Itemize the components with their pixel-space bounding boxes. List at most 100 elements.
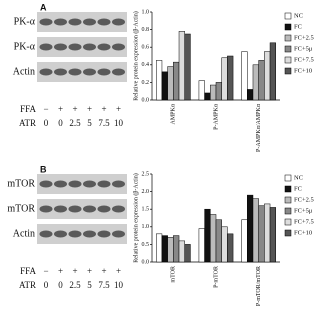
blot-band [112, 205, 125, 213]
bar [221, 226, 228, 263]
blot-band [83, 18, 96, 26]
blot-band [39, 18, 53, 26]
ffa-sign: + [87, 266, 92, 276]
bar [215, 219, 222, 263]
bar [258, 205, 265, 263]
bar [269, 42, 276, 101]
bar [184, 244, 191, 263]
bar [227, 55, 234, 101]
bar [241, 51, 248, 101]
bar [227, 233, 234, 263]
ffa-sign: + [58, 266, 63, 276]
ffa-sign: + [58, 104, 63, 114]
bar [269, 207, 276, 263]
legend-swatch [284, 12, 292, 20]
legend-swatch [284, 207, 292, 215]
atr-dose: 2.5 [69, 280, 81, 290]
ffa-sign: + [116, 266, 121, 276]
blot-label: Actin [13, 66, 35, 77]
ffa-sign: + [72, 104, 77, 114]
legend-swatch [284, 67, 292, 75]
blot-label: Actin [13, 228, 35, 239]
y-tick-label: 1.5 [142, 207, 150, 213]
blot-band [54, 230, 67, 238]
bar [241, 219, 248, 263]
blot-band [39, 205, 53, 213]
atr-dose: 0 [58, 280, 63, 290]
atr-label: ATR [19, 118, 36, 128]
legend-label: FC+5μ [294, 207, 313, 214]
atr-dose: 0 [44, 118, 49, 128]
bar [173, 235, 180, 263]
blot-band [112, 68, 125, 76]
blot-label: mTOR [7, 203, 35, 214]
bar [252, 198, 259, 263]
x-tick-label: P-mTOR/mTOR [256, 266, 262, 306]
bar [173, 61, 180, 101]
blot-band [68, 18, 82, 26]
legend-swatch [284, 56, 292, 64]
atr-dose: 10 [114, 280, 124, 290]
bar [210, 214, 217, 263]
x-tick-label: P-AMPKα/AMPKα [256, 103, 262, 152]
blot-band [112, 230, 125, 238]
blot-band [97, 68, 111, 76]
blot-band [83, 205, 96, 213]
ffa-label: FFA [20, 104, 36, 114]
blot-band [97, 180, 111, 188]
ffa-sign: + [101, 104, 106, 114]
blot-band [83, 43, 96, 51]
blot-strip [37, 174, 127, 194]
bar [247, 194, 254, 263]
bar [178, 31, 185, 101]
x-tick-label: AMPKα [171, 103, 177, 124]
bar [184, 33, 191, 101]
bar [215, 82, 222, 101]
blot-band [97, 230, 111, 238]
ffa-sign: + [116, 104, 121, 114]
ffa-label: FFA [20, 266, 36, 276]
legend-swatch [284, 229, 292, 237]
legend-swatch [284, 185, 292, 193]
legend-swatch [284, 174, 292, 182]
blot-band [112, 180, 125, 188]
bar [178, 240, 185, 263]
blot-band [68, 180, 82, 188]
atr-dose: 2.5 [69, 118, 81, 128]
bar [264, 51, 271, 101]
x-tick-label: P-mTOR [213, 266, 219, 288]
y-tick-label: 0.0 [142, 97, 150, 103]
blot-band [54, 43, 67, 51]
y-axis-label: Relative protein expression (β-Actin) [132, 173, 139, 263]
y-tick-label: 0.6 [142, 45, 150, 51]
blot-band [39, 230, 53, 238]
blot-band [39, 180, 53, 188]
ffa-sign: + [101, 266, 106, 276]
blot-band [54, 18, 67, 26]
atr-dose: 0 [44, 280, 49, 290]
bar [204, 208, 211, 263]
legend-label: FC [294, 185, 302, 192]
blot-band [54, 68, 67, 76]
bar [156, 60, 163, 101]
blot-band [83, 180, 96, 188]
blot-band [83, 230, 96, 238]
atr-dose: 10 [114, 118, 124, 128]
blot-band [54, 205, 67, 213]
blot-band [68, 68, 82, 76]
y-tick-label: 0.4 [142, 62, 150, 68]
ffa-sign: − [43, 104, 48, 114]
ffa-sign: + [72, 266, 77, 276]
bar [198, 228, 205, 263]
atr-dose: 7.5 [98, 118, 110, 128]
blot-strip [37, 12, 127, 32]
blot-band [112, 18, 125, 26]
bar [221, 57, 228, 101]
ffa-sign: + [87, 104, 92, 114]
blot-band [97, 205, 111, 213]
y-tick-label: 0.5 [142, 242, 150, 248]
y-tick-label: 0.2 [142, 80, 150, 86]
bar [167, 237, 174, 263]
bar [167, 66, 174, 101]
atr-dose: 7.5 [98, 280, 110, 290]
